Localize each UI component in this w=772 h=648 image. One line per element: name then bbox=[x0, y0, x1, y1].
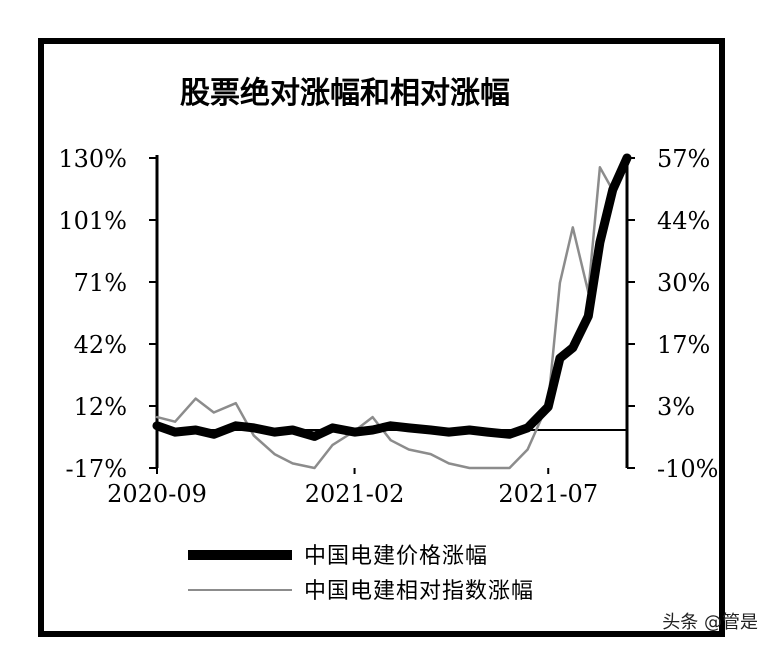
relative-point bbox=[174, 420, 177, 423]
series-line-price bbox=[152, 153, 632, 441]
relative-point bbox=[371, 416, 374, 419]
price-point bbox=[586, 314, 591, 319]
chart-title: 股票绝对涨幅和相对涨幅 bbox=[180, 76, 510, 111]
price-point bbox=[211, 432, 216, 437]
left-tick-label: -17% bbox=[66, 455, 127, 483]
watermark: 头条 @管是 bbox=[662, 612, 758, 633]
relative-point bbox=[389, 439, 392, 442]
right-tick-label: 57% bbox=[657, 145, 710, 173]
relative-point bbox=[252, 434, 255, 437]
price-point bbox=[570, 345, 575, 350]
price-point bbox=[428, 428, 433, 432]
relative-point bbox=[526, 448, 529, 451]
relative-point bbox=[468, 467, 471, 469]
price-point bbox=[446, 430, 451, 435]
price-point bbox=[352, 430, 357, 435]
price-point bbox=[406, 425, 411, 430]
relative-point bbox=[194, 397, 197, 400]
relative-point bbox=[156, 416, 158, 419]
right-tick-label: 17% bbox=[657, 331, 710, 359]
relative-point bbox=[291, 462, 294, 465]
left-tick-label: 71% bbox=[74, 269, 127, 297]
price-point bbox=[330, 425, 335, 430]
price-point bbox=[610, 187, 615, 192]
relative-point bbox=[486, 467, 489, 469]
price-point bbox=[507, 432, 512, 437]
price-point bbox=[597, 240, 602, 245]
price-point bbox=[485, 430, 490, 435]
series-layer bbox=[152, 153, 632, 470]
right-tick-label: 44% bbox=[657, 207, 710, 235]
relative-point bbox=[571, 226, 574, 229]
right-tick-label: -10% bbox=[657, 455, 718, 483]
relative-point bbox=[598, 166, 601, 169]
left-tick-label: 12% bbox=[74, 393, 127, 421]
price-point bbox=[467, 428, 472, 432]
left-tick-label: 130% bbox=[58, 145, 127, 173]
legend-label-relative: 中国电建相对指数涨幅 bbox=[304, 579, 534, 604]
price-point bbox=[370, 428, 375, 432]
price-point bbox=[557, 356, 562, 361]
right-tick-label: 30% bbox=[657, 269, 710, 297]
price-point bbox=[625, 156, 629, 160]
relative-point bbox=[508, 467, 511, 469]
price-point bbox=[233, 423, 238, 428]
relative-point bbox=[429, 453, 432, 456]
right-tick-label: 3% bbox=[657, 393, 695, 421]
right-axis-ticks: 57% 44% 30% 17% 3% -10% bbox=[627, 145, 718, 483]
x-tick-label: 2020-09 bbox=[107, 480, 207, 508]
relative-point bbox=[447, 462, 450, 465]
price-point bbox=[193, 428, 198, 432]
relative-point bbox=[558, 281, 561, 284]
left-tick-label: 101% bbox=[58, 207, 127, 235]
relative-point bbox=[331, 443, 334, 446]
price-point bbox=[525, 425, 530, 430]
relative-point bbox=[234, 402, 237, 405]
price-point bbox=[155, 423, 159, 428]
x-tick-label: 2021-02 bbox=[305, 480, 405, 508]
relative-point bbox=[273, 453, 276, 456]
price-point bbox=[173, 430, 178, 435]
chart-frame bbox=[38, 38, 725, 637]
legend: 中国电建价格涨幅 中国电建相对指数涨幅 bbox=[188, 544, 534, 604]
left-tick-label: 42% bbox=[74, 331, 127, 359]
relative-point bbox=[407, 448, 410, 451]
price-point bbox=[272, 430, 277, 435]
price-point bbox=[546, 404, 551, 409]
relative-point bbox=[212, 411, 215, 414]
price-point bbox=[290, 428, 295, 432]
price-point bbox=[251, 425, 256, 430]
legend-label-price: 中国电建价格涨幅 bbox=[304, 544, 488, 569]
x-tick-label: 2021-07 bbox=[498, 480, 598, 508]
price-point bbox=[312, 434, 317, 439]
left-axis-ticks: 130% 101% 71% 42% 12% -17% bbox=[58, 145, 157, 483]
relative-point bbox=[313, 467, 316, 469]
x-axis-ticks: 2020-09 2021-02 2021-07 bbox=[107, 468, 598, 508]
price-point bbox=[388, 423, 393, 428]
